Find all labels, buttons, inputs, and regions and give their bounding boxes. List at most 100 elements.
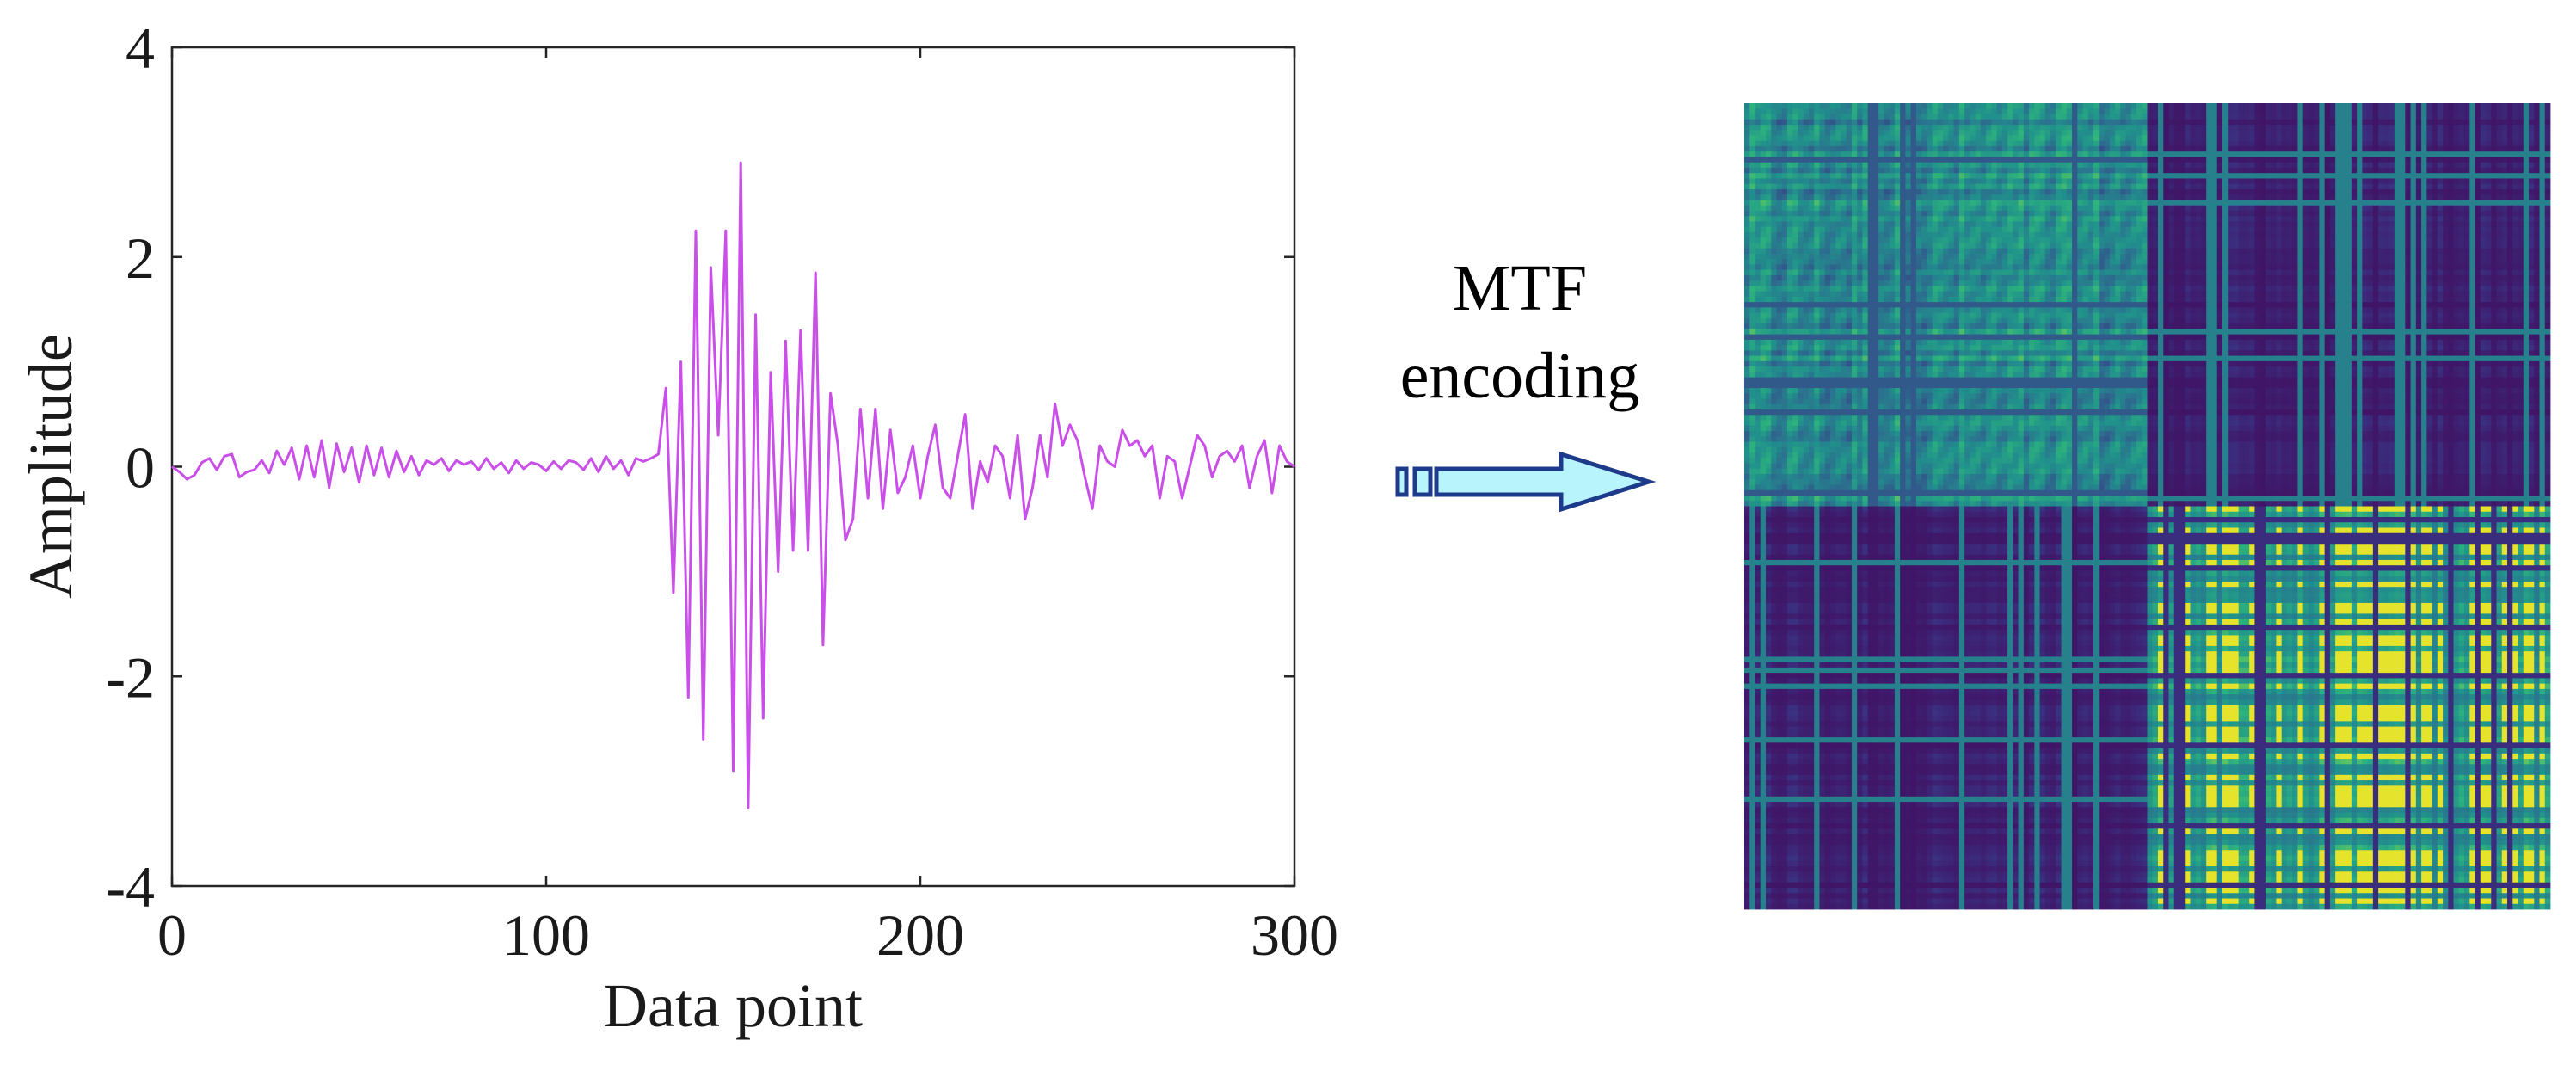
heatmap-cell [2357, 108, 2363, 114]
heatmap-cell [2206, 227, 2212, 233]
heatmap-cell [2309, 270, 2315, 276]
heatmap-cell [2421, 270, 2427, 276]
heatmap-cell [1890, 178, 1896, 184]
heatmap-cell [2319, 146, 2325, 152]
heatmap-cell [2153, 254, 2159, 260]
heatmap-cell [2303, 120, 2309, 126]
heatmap-cell [2228, 184, 2234, 190]
heatmap-cell [2309, 254, 2315, 260]
heatmap-cell [2228, 232, 2234, 238]
heatmap-cell [1841, 135, 1847, 141]
heatmap-cell [2163, 114, 2169, 120]
heatmap-cell [2416, 259, 2422, 265]
heatmap-cell [2196, 151, 2202, 157]
heatmap-cell [2110, 178, 2116, 184]
heatmap-cell [1933, 270, 1939, 276]
heatmap-cell [2249, 275, 2255, 281]
heatmap-cell [2314, 264, 2320, 270]
heatmap-cell [2228, 125, 2234, 131]
heatmap-cell [2222, 264, 2229, 270]
heatmap-cell [2190, 216, 2196, 222]
heatmap-cell [2518, 189, 2524, 195]
heatmap-cell [1948, 178, 1954, 184]
heatmap-cell [2185, 173, 2191, 179]
heatmap-cell [2196, 237, 2202, 243]
heatmap-cell [2448, 227, 2454, 233]
heatmap-cell [2502, 125, 2508, 131]
heatmap-cell [1798, 211, 1804, 217]
heatmap-cell [1771, 232, 1777, 238]
heatmap-cell [2019, 157, 2025, 163]
heatmap-cell [1959, 254, 1965, 260]
heatmap-cell [2292, 243, 2298, 249]
heatmap-cell [2368, 243, 2374, 249]
heatmap-cell [2266, 151, 2272, 157]
heatmap-cell [2357, 135, 2363, 141]
heatmap-cell [2432, 178, 2438, 184]
heatmap-cell [2454, 249, 2460, 255]
heatmap-cell [2426, 243, 2432, 249]
heatmap-cell [1852, 178, 1858, 184]
heatmap-cell [2174, 270, 2180, 276]
heatmap-cell [2524, 249, 2530, 255]
heatmap-cell [2303, 157, 2309, 163]
heatmap-cell [1873, 130, 1879, 136]
heatmap-cell [2002, 103, 2008, 109]
heatmap-cell [2179, 270, 2186, 276]
heatmap-cell [2340, 232, 2346, 238]
heatmap-cell [2196, 221, 2202, 227]
heatmap-cell [2297, 249, 2303, 255]
heatmap-cell [1749, 178, 1755, 184]
heatmap-cell [2297, 114, 2303, 120]
heatmap-cell [2271, 173, 2277, 179]
heatmap-cell [1884, 254, 1890, 260]
heatmap-cell [1787, 189, 1793, 195]
heatmap-cell [2373, 200, 2379, 206]
heatmap-cell [1927, 130, 1933, 136]
heatmap-cell [2507, 211, 2513, 217]
heatmap-cell [1847, 264, 1853, 270]
heatmap-cell [2325, 200, 2331, 206]
heatmap-cell [2340, 200, 2346, 206]
heatmap-cell [1948, 259, 1954, 265]
heatmap-cell [1782, 232, 1788, 238]
heatmap-cell [2448, 125, 2454, 131]
heatmap-cell [1749, 227, 1755, 233]
heatmap-cell [2314, 221, 2320, 227]
heatmap-cell [1991, 221, 1997, 227]
heatmap-cell [1954, 130, 1960, 136]
heatmap-cell [2432, 120, 2438, 126]
heatmap-cell [2400, 227, 2406, 233]
heatmap-cell [2491, 114, 2497, 120]
heatmap-cell [2126, 206, 2132, 212]
heatmap-cell [1964, 259, 1970, 265]
heatmap-cell [2352, 200, 2358, 206]
heatmap-cell [2120, 254, 2126, 260]
heatmap-cell [2475, 189, 2481, 195]
heatmap-cell [2007, 221, 2013, 227]
heatmap-cell [1761, 200, 1767, 206]
heatmap-cell [1890, 264, 1896, 270]
heatmap-cell [2502, 275, 2508, 281]
heatmap-cell [2115, 275, 2121, 281]
heatmap-cell [2185, 264, 2191, 270]
heatmap-cell [2120, 249, 2126, 255]
heatmap-cell [1857, 270, 1863, 276]
heatmap-cell [1997, 275, 2003, 281]
heatmap-cell [2438, 178, 2444, 184]
heatmap-cell [2105, 189, 2111, 195]
heatmap-cell [2292, 135, 2298, 141]
heatmap-cell [2050, 125, 2056, 131]
heatmap-cell [2507, 173, 2513, 179]
heatmap-cell [2185, 275, 2191, 281]
heatmap-cell [2131, 178, 2137, 184]
heatmap-cell [2481, 216, 2487, 222]
heatmap-cell [2013, 270, 2019, 276]
heatmap-cell [1933, 163, 1939, 169]
heatmap-cell [2034, 254, 2040, 260]
heatmap-cell [1986, 108, 1992, 114]
heatmap-cell [1911, 103, 1917, 109]
heatmap-cell [2352, 125, 2358, 131]
heatmap-cell [2443, 216, 2449, 222]
heatmap-cell [2507, 178, 2513, 184]
